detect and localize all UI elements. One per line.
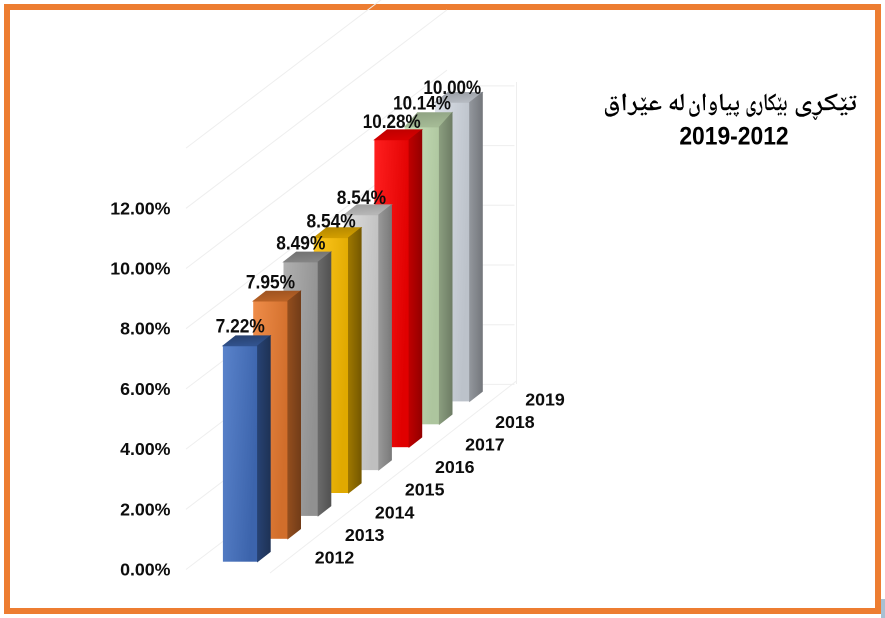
svg-text:7.22%: 7.22%	[216, 315, 265, 337]
svg-text:8.54%: 8.54%	[307, 211, 356, 233]
svg-text:0.00%: 0.00%	[120, 560, 171, 580]
svg-text:2016: 2016	[435, 457, 475, 477]
svg-text:12.00%: 12.00%	[110, 198, 170, 218]
svg-text:10.28%: 10.28%	[363, 111, 421, 133]
svg-text:2017: 2017	[465, 435, 505, 455]
svg-text:7.95%: 7.95%	[246, 272, 295, 294]
svg-text:8.49%: 8.49%	[276, 233, 325, 255]
svg-text:2014: 2014	[375, 502, 415, 522]
svg-text:2018: 2018	[495, 412, 535, 432]
svg-text:2019: 2019	[525, 389, 565, 409]
svg-text:2.00%: 2.00%	[120, 499, 171, 519]
svg-text:2012: 2012	[315, 548, 355, 568]
svg-text:8.00%: 8.00%	[120, 319, 171, 339]
svg-text:8.54%: 8.54%	[337, 187, 386, 209]
svg-text:4.00%: 4.00%	[120, 439, 171, 459]
svg-text:10.00%: 10.00%	[110, 259, 170, 279]
svg-text:10.14%: 10.14%	[393, 93, 451, 115]
svg-text:2013: 2013	[345, 525, 385, 545]
svg-text:2019-2012: 2019-2012	[679, 122, 788, 150]
svg-text:2015: 2015	[405, 480, 445, 500]
svg-text:6.00%: 6.00%	[120, 379, 171, 399]
svg-text:10.00%: 10.00%	[423, 77, 481, 99]
